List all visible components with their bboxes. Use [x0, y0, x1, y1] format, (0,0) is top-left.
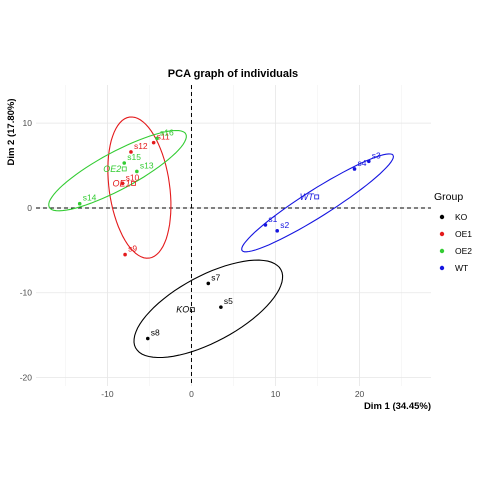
centroid-label-wt: WT — [300, 192, 315, 202]
point-s3 — [367, 159, 371, 164]
point-s1 — [263, 223, 268, 227]
y-tick-label: 0 — [27, 203, 32, 213]
point-s4 — [352, 167, 357, 171]
point-label-s12: s12 — [134, 141, 148, 151]
chart-title: PCA graph of individuals — [168, 68, 298, 80]
y-axis-title: Dim 2 (17.80%) — [6, 98, 17, 165]
point-label-s11: s11 — [157, 132, 170, 142]
legend-key-oe1 — [439, 231, 445, 237]
x-tick-label: 20 — [355, 389, 365, 399]
point-label-s4: s4 — [358, 158, 367, 168]
ellipse-ko — [133, 259, 284, 359]
legend-key-wt — [439, 265, 445, 271]
axes: -10 0 10 20 -20 -10 0 10 — [20, 85, 431, 399]
centroid-oe1 — [131, 180, 136, 186]
legend-title: Group — [434, 191, 463, 203]
x-axis-title: Dim 1 (34.45%) — [364, 401, 431, 412]
point-s15 — [122, 161, 127, 165]
point-s8 — [145, 336, 150, 341]
point-label-s1: s1 — [268, 214, 277, 224]
x-tick-label: 10 — [271, 389, 281, 399]
legend: Group KO OE1 OE2 WT — [434, 191, 472, 273]
legend-label-oe2: OE2 — [455, 246, 472, 256]
point-label-s10: s10 — [126, 172, 140, 182]
y-tick-label: 10 — [23, 118, 33, 128]
point-label-s7: s7 — [211, 272, 220, 282]
x-tick-label: 0 — [189, 389, 194, 399]
point-label-s9: s9 — [128, 244, 137, 254]
point-label-s15: s15 — [127, 152, 141, 162]
ellipse-oe1 — [107, 116, 172, 259]
point-label-s14: s14 — [83, 193, 97, 203]
point-s14 — [77, 201, 82, 206]
centroid-oe2 — [121, 166, 127, 172]
ellipses — [48, 116, 394, 359]
point-label-s8: s8 — [151, 328, 160, 338]
x-tick-label: -10 — [101, 389, 114, 399]
legend-key-ko — [439, 214, 445, 220]
grid — [36, 85, 431, 386]
y-tick-label: -20 — [20, 373, 33, 383]
point-s10 — [120, 181, 125, 186]
point-label-s16: s16 — [160, 127, 174, 137]
centroid-label-ko: KO — [176, 305, 189, 315]
point-s11 — [151, 140, 156, 145]
ellipse-oe2 — [48, 129, 187, 212]
y-tick-label: -10 — [20, 288, 33, 298]
legend-label-wt: WT — [455, 263, 468, 273]
point-label-s3: s3 — [372, 150, 381, 160]
point-s2 — [275, 229, 280, 233]
centroid-label-oe1: OE1 — [112, 178, 130, 188]
centroid-label-oe2: OE2 — [103, 164, 121, 174]
point-s7 — [206, 281, 211, 286]
legend-label-ko: KO — [455, 212, 468, 222]
point-label-s2: s2 — [280, 220, 289, 230]
centroid-wt — [314, 194, 320, 200]
points: s7s5s8KOs12s11s10s9OE1s16s15s13s14OE2s1s… — [77, 127, 381, 341]
ellipse-wt — [241, 153, 394, 253]
point-s16 — [155, 136, 159, 141]
point-s12 — [129, 150, 133, 154]
centroid-ko — [189, 307, 195, 313]
point-label-s5: s5 — [224, 296, 233, 306]
point-label-s13: s13 — [140, 160, 154, 170]
point-s5 — [219, 305, 223, 309]
point-s13 — [135, 169, 139, 174]
legend-label-oe1: OE1 — [455, 229, 472, 239]
legend-key-oe2 — [439, 248, 445, 254]
point-s9 — [123, 252, 127, 257]
